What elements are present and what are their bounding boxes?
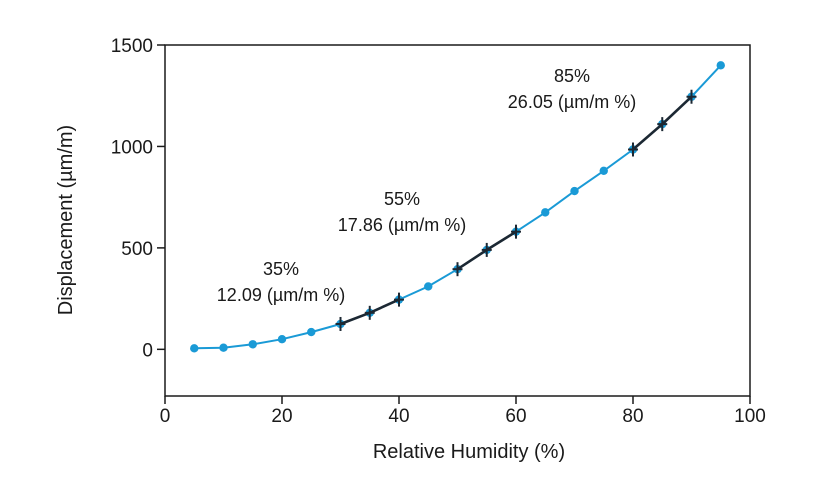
annotation-slope: 17.86 (µm/m %): [338, 215, 466, 235]
y-axis-ticks: 0 500 1000 1500: [111, 36, 165, 361]
data-point: [307, 327, 316, 337]
y-tick-label: 1500: [111, 36, 153, 57]
data-point: [716, 61, 725, 70]
x-axis-label: Relative Humidity (%): [373, 441, 565, 463]
y-tick-label: 500: [121, 239, 153, 260]
plot-frame: [164, 44, 751, 397]
x-tick-label: 40: [388, 406, 409, 427]
data-point: [190, 344, 199, 353]
x-tick-label: 80: [622, 406, 643, 427]
fit-segments-layer: [335, 89, 697, 331]
data-point: [277, 334, 287, 344]
data-point: [219, 343, 228, 352]
data-point: [248, 340, 257, 349]
annotation-slope: 12.09 (µm/m %): [217, 285, 345, 305]
x-tick-label: 20: [271, 406, 292, 427]
x-tick-label: 60: [505, 406, 526, 427]
annotation-percent: 85%: [554, 66, 590, 86]
x-axis-ticks: 0 20 40 60 80 100: [160, 396, 766, 427]
annotations-layer: 35% 12.09 (µm/m %) 55% 17.86 (µm/m %) 85% 26.…: [217, 66, 636, 305]
x-tick-label: 0: [160, 406, 171, 427]
data-point: [424, 282, 433, 291]
data-point: [599, 166, 608, 175]
series-line: [194, 64, 722, 350]
y-tick-label: 1000: [111, 137, 153, 158]
data-point: [570, 186, 579, 196]
y-tick-label: 0: [142, 340, 153, 361]
annotation-slope: 26.05 (µm/m %): [508, 92, 636, 112]
x-tick-label: 100: [734, 406, 766, 427]
data-point: [541, 208, 550, 217]
y-axis-label: Displacement (µm/m): [55, 125, 77, 315]
annotation-percent: 55%: [384, 189, 420, 209]
annotation-percent: 35%: [263, 259, 299, 279]
series-layer: [190, 61, 725, 353]
